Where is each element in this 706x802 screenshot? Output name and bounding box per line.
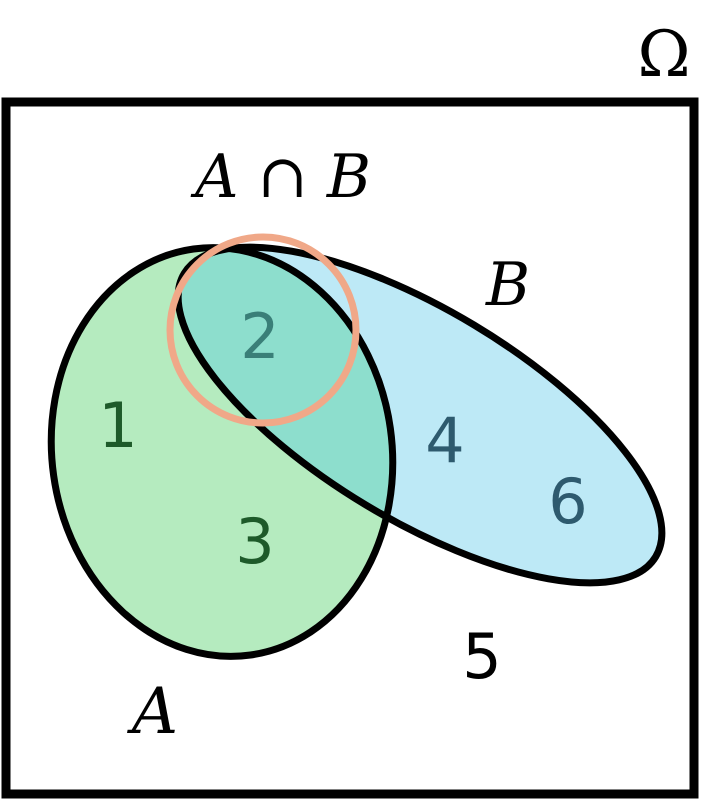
set-b-outline [174,243,666,587]
element-2: 2 [240,300,279,373]
element-4: 4 [425,404,464,477]
element-5: 5 [462,620,501,693]
set-a-outline [47,244,397,660]
intersection-highlight-ring [166,233,360,427]
intersection-label: A ∩ B [190,142,371,212]
universe-label: Ω [637,18,690,92]
element-1: 1 [98,389,137,462]
overlap-fill [178,247,419,583]
set-b-label: B [485,250,530,320]
element-6: 6 [548,465,587,538]
set-a-label: A [127,675,178,749]
element-3: 3 [235,505,274,578]
